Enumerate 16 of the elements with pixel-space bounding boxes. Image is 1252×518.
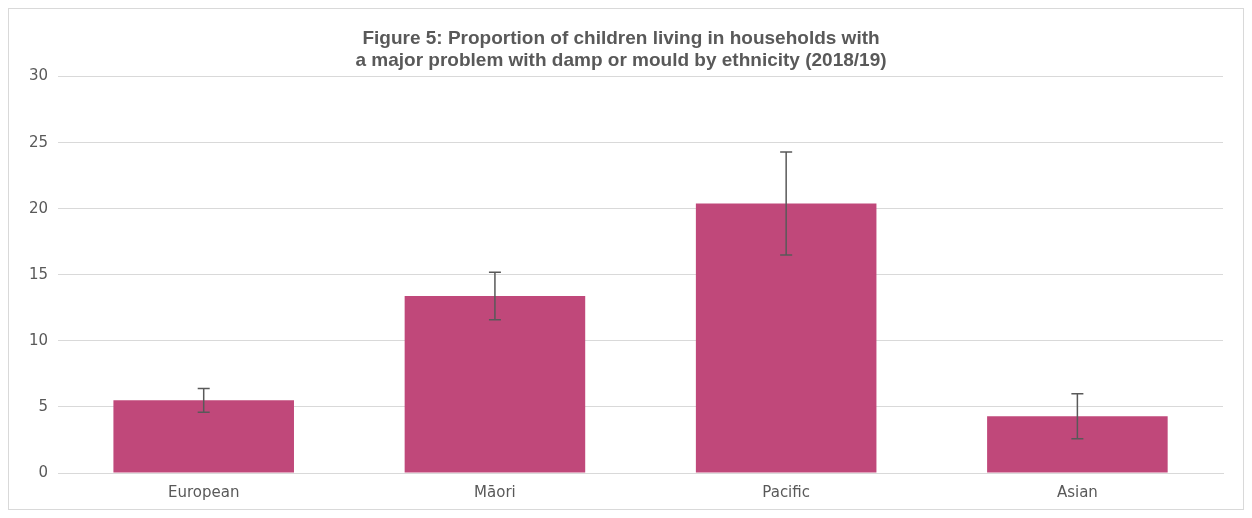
bar <box>695 203 877 473</box>
chart-title: Figure 5: Proportion of children living in households with a major problem with damp or mould by ethnicity (2018/19) <box>355 26 887 71</box>
y-tick-label: 30 <box>28 66 49 85</box>
bar <box>113 400 294 473</box>
y-tick-label: 20 <box>28 198 49 217</box>
y-tick-label: 10 <box>28 330 49 349</box>
x-tick-label: European <box>167 482 240 501</box>
y-tick-label: 15 <box>28 264 49 283</box>
y-tick-label: 25 <box>28 132 49 151</box>
bar <box>987 416 1168 473</box>
x-tick-label: Māori <box>474 482 516 501</box>
x-tick-label: Asian <box>1056 482 1098 501</box>
bar <box>404 295 586 473</box>
x-tick-label: Pacific <box>762 482 810 501</box>
y-tick-label: 0 <box>38 462 49 481</box>
y-tick-label: 5 <box>38 396 49 415</box>
